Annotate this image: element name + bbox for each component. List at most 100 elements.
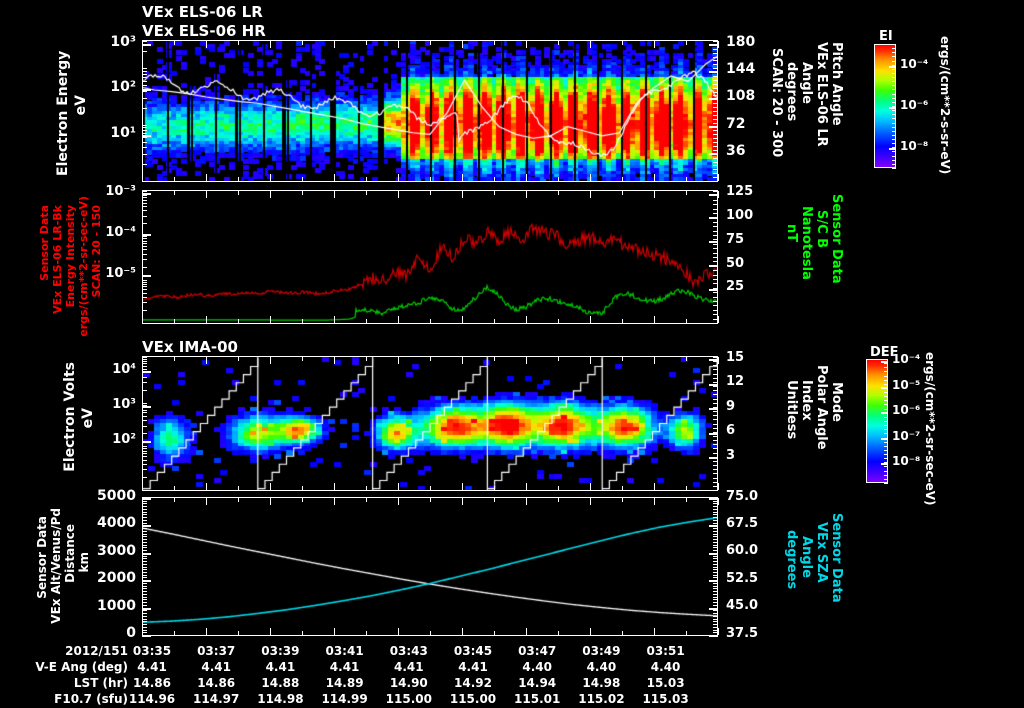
bottom-cell: 114.99 — [321, 692, 368, 706]
axis-tick-label: 15 — [726, 350, 745, 365]
bottom-cell: 03:49 — [582, 644, 621, 658]
bottom-cell: 114.97 — [193, 692, 240, 706]
axis-tick-label: 100 — [726, 208, 754, 223]
panel2-right-line-0: Sensor Data — [829, 194, 844, 284]
bottom-cell: 4.40 — [586, 660, 617, 674]
bottom-parameter-table: 2012/151 03:35 03:37 03:39 03:41 03:43 03:45 03… — [0, 644, 1024, 708]
axis-tick-label: 25 — [726, 279, 745, 294]
bottom-cell: 03:41 — [325, 644, 364, 658]
bottom-cell: 114.96 — [128, 692, 176, 706]
axis-tick-label: 37.5 — [726, 626, 759, 641]
axis-tick-label: 9 — [726, 399, 736, 414]
panel1-right-axis-title-0: Pitch Angle — [829, 42, 844, 126]
bottom-cell: 14.90 — [389, 676, 428, 690]
axis-tick-label: 180 — [726, 34, 756, 50]
panel4-canvas — [143, 498, 717, 635]
panel-electron-energy-spectrogram[interactable] — [142, 40, 718, 182]
colorbar2-label: DEF — [870, 345, 899, 360]
panel3-title-line1: VEx IMA-00 — [142, 338, 238, 356]
panel2-left-line-4: SCAN: 20 - 150 — [90, 205, 103, 298]
axis-tick-label: 10³ — [110, 34, 136, 50]
bottom-cell: 115.03 — [642, 692, 689, 706]
axis-tick-label: 12 — [726, 374, 745, 389]
panel1-left-axis-units: eV — [73, 95, 89, 116]
panel3-right-line-3: Unitless — [784, 380, 799, 440]
bottom-cell: 4.41 — [329, 660, 360, 674]
bottom-cell: 4.41 — [201, 660, 231, 674]
panel3-right-line-0: Mode — [829, 382, 844, 422]
bottom-cell: 115.02 — [578, 692, 625, 706]
panel4-right-line-1: VEx SZA — [814, 522, 829, 583]
panel-energy-intensity-and-magnetic-field[interactable] — [142, 190, 718, 324]
bottom-cell: 4.41 — [265, 660, 296, 674]
panel1-right-axis-sub-1: degrees — [784, 62, 799, 122]
colorbar-tick-label: 10⁻⁴ — [892, 352, 921, 366]
panel3-left-axis-units: eV — [80, 408, 96, 429]
panel4-right-line-2: Angle — [799, 536, 814, 578]
panel-altitude-and-sza[interactable] — [142, 497, 718, 636]
axis-tick-label: 10⁻⁵ — [105, 266, 136, 281]
bottom-cell: 03:47 — [518, 644, 557, 658]
axis-tick-label: 10⁴ — [112, 362, 136, 377]
axis-tick-label: 4000 — [97, 515, 136, 531]
panel2-right-line-3: nT — [784, 224, 799, 243]
bottom-cell: 114.98 — [257, 692, 304, 706]
bottom-cell: 14.98 — [582, 676, 621, 690]
colorbar-tick-label: 10⁻⁶ — [900, 98, 929, 112]
bottom-cell: 115.00 — [449, 692, 497, 706]
panel1-right-axis-sub-2: SCAN: 20 - 300 — [769, 48, 784, 158]
bottom-cell: 14.88 — [261, 676, 300, 690]
panel3-left-axis-title: Electron Volts — [62, 362, 78, 472]
axis-tick-label: 0 — [126, 625, 136, 641]
panel4-left-line-2: Distance — [63, 524, 77, 583]
axis-tick-label: 108 — [726, 88, 756, 104]
axis-tick-label: 144 — [726, 61, 756, 77]
axis-tick-label: 45.0 — [726, 598, 759, 613]
bottom-cell: 03:37 — [197, 644, 236, 658]
panel2-left-line-3: ergs/(cm**2-sr-sec-eV) — [77, 196, 90, 337]
bottom-cell: 4.41 — [458, 660, 488, 674]
axis-tick-label: 67.5 — [726, 516, 759, 531]
bottom-cell: 4.40 — [522, 660, 552, 674]
bottom-cell: 4.41 — [137, 660, 167, 674]
panel4-right-line-0: Sensor Data — [829, 513, 844, 603]
panel1-canvas — [143, 41, 717, 181]
panel4-right-line-3: degrees — [784, 530, 799, 590]
panel2-left-line-1: VEx ELS-06 LR-Bk — [51, 205, 64, 314]
bottom-cell: 03:43 — [389, 644, 428, 658]
bottom-cell: 03:35 — [132, 644, 172, 658]
axis-tick-label: 36 — [726, 143, 746, 159]
axis-tick-label: 3000 — [97, 543, 136, 559]
panel4-left-line-1: VEx Alt/Venus/Pd — [49, 508, 63, 624]
bottom-cell: 4.40 — [650, 660, 681, 674]
panel1-title-line1: VEx ELS-06 LR — [142, 3, 263, 21]
bottom-cell: 115.00 — [385, 692, 432, 706]
bottom-cell: 4.41 — [393, 660, 424, 674]
panel4-left-line-3: km — [77, 552, 91, 573]
panel3-canvas — [143, 357, 717, 490]
panel2-right-line-1: S/C B — [814, 210, 829, 249]
bottom-cell: 14.86 — [133, 676, 171, 690]
panel3-right-line-1: Polar Angle — [814, 365, 829, 450]
colorbar-tick-label: 10⁻⁶ — [892, 403, 921, 417]
bottom-cell: 115.01 — [514, 692, 561, 706]
colorbar-tick-label: 10⁻⁵ — [892, 378, 921, 392]
axis-tick-label: 10¹ — [110, 125, 136, 141]
bottom-cell: 14.86 — [197, 676, 236, 690]
panel2-left-line-0: Sensor Data — [38, 205, 51, 281]
axis-tick-label: 10² — [112, 432, 136, 447]
bottom-cell: 14.89 — [325, 676, 364, 690]
panel-ion-energy-spectrogram[interactable] — [142, 356, 718, 491]
axis-tick-label: 72 — [726, 116, 746, 132]
panel1-title-line2: VEx ELS-06 HR — [142, 22, 266, 40]
colorbar1-label: EI — [879, 29, 893, 44]
axis-tick-label: 2000 — [97, 570, 136, 586]
bottom-cell: 15.03 — [646, 676, 685, 690]
axis-tick-label: 75.0 — [726, 489, 759, 504]
axis-tick-label: 5000 — [97, 488, 136, 504]
bottom-cell: 14.92 — [454, 676, 492, 690]
bottom-row-label: F10.7 (sfu) — [54, 692, 128, 706]
axis-tick-label: 3 — [726, 448, 736, 463]
axis-tick-label: 10⁻³ — [105, 184, 136, 199]
